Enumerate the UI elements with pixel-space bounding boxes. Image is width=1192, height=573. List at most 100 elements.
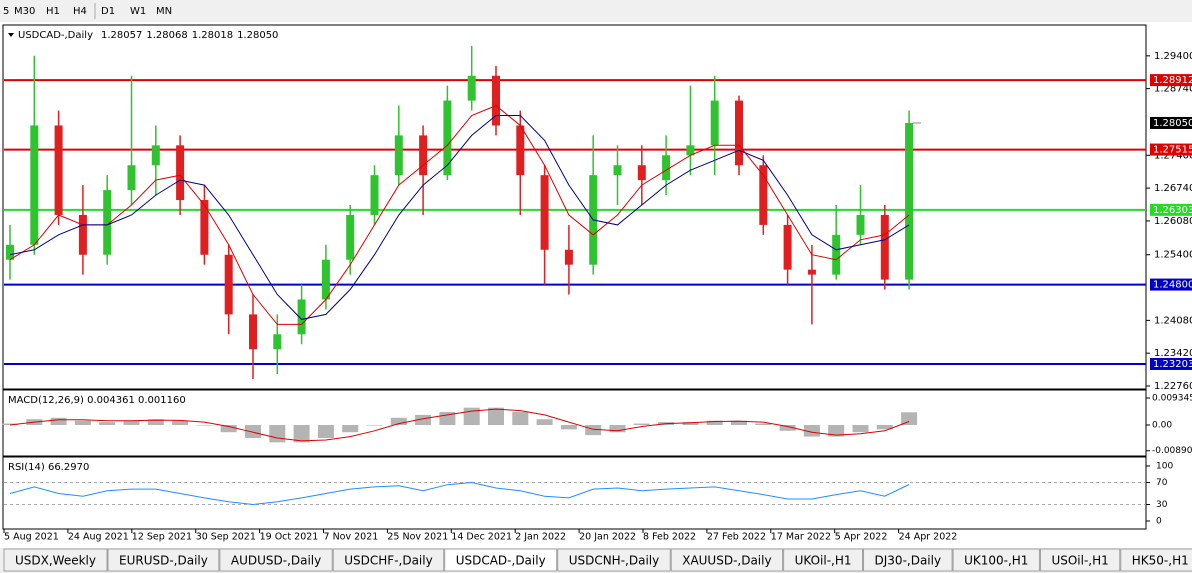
tab-label[interactable]: USDCNH-,Daily bbox=[569, 554, 660, 568]
candle-body bbox=[54, 125, 63, 215]
tab[interactable] bbox=[107, 548, 220, 572]
timeframe-button[interactable]: W1 bbox=[130, 6, 146, 17]
candle-body bbox=[30, 125, 39, 245]
main-pane bbox=[2, 24, 1147, 390]
macd-bar bbox=[317, 425, 334, 439]
candle-body bbox=[467, 75, 476, 101]
timeframe-button[interactable]: M30 bbox=[14, 6, 35, 17]
rsi-pane bbox=[2, 456, 1147, 530]
date-label: 20 Jan 2022 bbox=[579, 532, 636, 543]
candle-body bbox=[807, 269, 816, 275]
candle-body bbox=[783, 224, 792, 270]
macd-bar bbox=[342, 425, 359, 433]
macd-bar bbox=[731, 420, 747, 426]
date-label: 7 Nov 2021 bbox=[324, 532, 379, 543]
quote-value: 1.28018 bbox=[192, 30, 233, 41]
candle-body bbox=[564, 249, 573, 265]
date-label: 25 Nov 2021 bbox=[387, 532, 448, 543]
macd-bar bbox=[852, 425, 869, 433]
tab[interactable] bbox=[863, 548, 953, 572]
macd-bar bbox=[293, 425, 310, 443]
candle-body bbox=[394, 135, 403, 176]
tab[interactable] bbox=[219, 548, 333, 572]
timeframe-button[interactable]: MN bbox=[156, 6, 172, 17]
tab-label[interactable]: XAUUSD-,Daily bbox=[682, 554, 771, 568]
macd-bar bbox=[196, 425, 213, 426]
quote-value: 1.28057 bbox=[101, 30, 142, 41]
toolbar bbox=[0, 0, 1192, 22]
tab[interactable] bbox=[444, 548, 558, 572]
y-tick-label: 70 bbox=[1156, 478, 1168, 488]
candle-body bbox=[540, 175, 549, 250]
candle-body bbox=[637, 165, 646, 181]
candle-body bbox=[710, 100, 719, 146]
y-tick-label: 100 bbox=[1156, 461, 1173, 471]
level-label-box bbox=[1150, 357, 1192, 370]
tab-label[interactable]: EURUSD-,Daily bbox=[119, 554, 208, 568]
candle-body bbox=[662, 155, 671, 181]
tab[interactable] bbox=[3, 548, 108, 572]
tab-label[interactable]: UKOil-,H1 bbox=[795, 554, 852, 568]
candle-body bbox=[443, 100, 452, 176]
timeframe-button[interactable]: D1 bbox=[101, 6, 115, 17]
quote-value: 1.28068 bbox=[146, 30, 187, 41]
quote-value: 1.28050 bbox=[237, 30, 278, 41]
y-tick-label: -0.008907 bbox=[1152, 446, 1192, 456]
date-label: 5 Aug 2021 bbox=[4, 532, 59, 543]
timeframe-button[interactable]: H4 bbox=[73, 6, 87, 17]
date-label: 27 Feb 2022 bbox=[707, 532, 766, 543]
tab[interactable] bbox=[952, 548, 1040, 572]
candle-body bbox=[880, 214, 889, 280]
tab-label[interactable]: UK100-,H1 bbox=[964, 554, 1028, 568]
level-label: 1.26303 bbox=[1153, 205, 1192, 216]
tab[interactable] bbox=[332, 548, 445, 572]
y-tick-label: 1.26080 bbox=[1154, 216, 1192, 227]
tab[interactable] bbox=[783, 548, 864, 572]
tab[interactable] bbox=[1120, 548, 1192, 572]
tab-label[interactable]: USDCHF-,Daily bbox=[344, 554, 432, 568]
y-tick-label: 1.25400 bbox=[1154, 250, 1192, 261]
tab-label[interactable]: USOil-,H1 bbox=[1051, 554, 1108, 568]
tab-label[interactable]: DJ30-,Daily bbox=[875, 554, 942, 568]
macd-bar bbox=[609, 425, 626, 433]
tab-label[interactable]: USDCAD-,Daily bbox=[456, 554, 546, 568]
symbol: USDCAD-,Daily bbox=[18, 30, 93, 41]
candle-body bbox=[735, 100, 743, 166]
y-tick-label: 1.26740 bbox=[1154, 183, 1192, 194]
candle-body bbox=[686, 145, 695, 156]
candle-body bbox=[224, 254, 233, 315]
y-tick-label: 1.23420 bbox=[1154, 348, 1192, 359]
y-tick-label: 30 bbox=[1156, 500, 1168, 510]
timeframe-button[interactable]: 5 bbox=[3, 6, 9, 17]
macd-bar bbox=[50, 417, 67, 426]
macd-bar bbox=[876, 425, 893, 430]
macd-bar bbox=[172, 420, 189, 426]
candle-body bbox=[78, 214, 87, 255]
rsi-label: RSI(14) 66.2970 bbox=[8, 462, 89, 473]
tab-label[interactable]: HK50-,H1 bbox=[1132, 554, 1189, 568]
tab-label[interactable]: USDX,Weekly bbox=[15, 554, 96, 568]
tab[interactable] bbox=[1039, 548, 1121, 572]
date-label: 14 Dec 2021 bbox=[451, 532, 512, 543]
candle-body bbox=[613, 165, 622, 176]
tab-label[interactable]: AUDUSD-,Daily bbox=[231, 554, 321, 568]
macd-bar bbox=[99, 422, 116, 426]
date-label: 24 Apr 2022 bbox=[899, 532, 958, 543]
candle-body bbox=[273, 334, 282, 350]
candle-body bbox=[370, 175, 379, 215]
candle-body bbox=[297, 299, 306, 335]
dropdown-arrow bbox=[8, 33, 14, 37]
candle-body bbox=[6, 244, 14, 260]
date-label: 19 Oct 2021 bbox=[260, 532, 319, 543]
macd-bar bbox=[123, 420, 140, 426]
timeframe-button[interactable]: H1 bbox=[46, 6, 60, 17]
candle-body bbox=[151, 145, 160, 166]
moving-average bbox=[9, 115, 910, 320]
tab[interactable] bbox=[670, 548, 784, 572]
tab[interactable] bbox=[557, 548, 671, 572]
y-tick-label: 0.009345 bbox=[1152, 394, 1192, 404]
candle-body bbox=[905, 122, 914, 280]
macd-bar bbox=[779, 425, 796, 431]
candle-body bbox=[516, 125, 525, 176]
macd-bar bbox=[585, 425, 602, 436]
